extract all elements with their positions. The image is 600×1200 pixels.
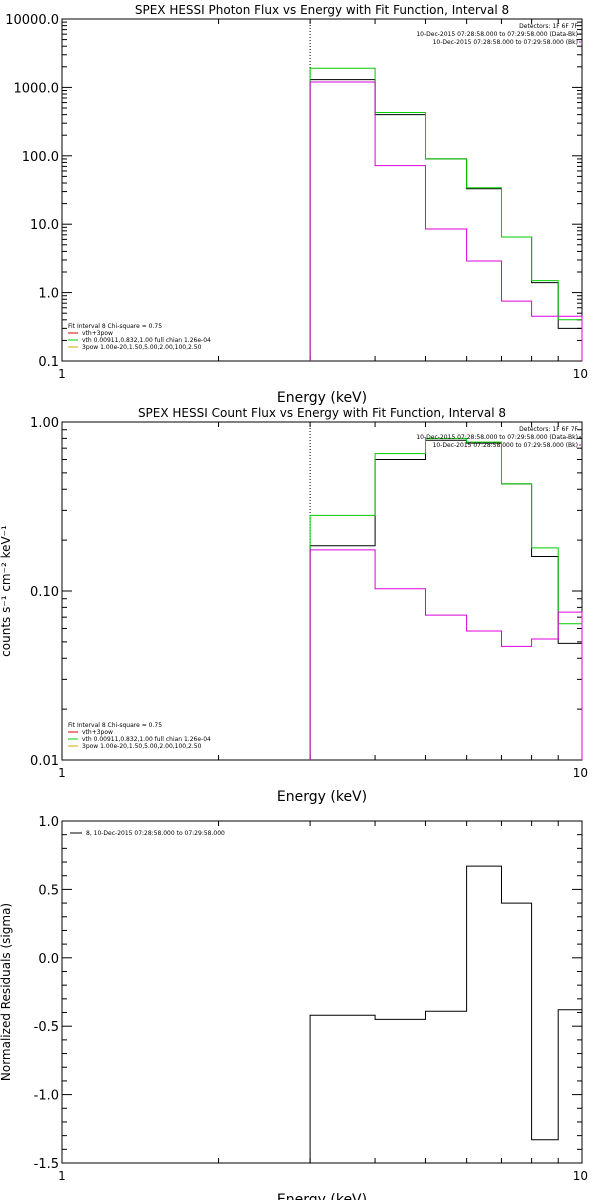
x-tick-label: 1 <box>58 367 66 381</box>
plot-frame <box>61 820 583 1164</box>
x-tick-label: 10 <box>573 367 588 381</box>
chart-3: 1 10 Energy (keV) -1.5 -1.0 -0.5 0.0 0.5 1.0 Norm… <box>0 815 588 1200</box>
info-line: 10-Dec-2015 07:28:58.000 to 07:29:58.000… <box>433 442 578 449</box>
chart-title: SPEX HESSI Photon Flux vs Energy with Fi… <box>135 3 509 17</box>
series-3-line <box>309 549 583 760</box>
y-tick-label: -0.5 <box>34 1020 59 1035</box>
x-tick-label: 1 <box>58 1169 66 1183</box>
legend-entry: 3pow 1.00e-20,1.50,5.00,2.00,100,2.50 <box>82 743 202 750</box>
y-tick-label: 10000.0 <box>5 13 59 28</box>
series-1-line <box>309 79 583 361</box>
y-axis-label: Normalized Residuals (sigma) <box>0 903 13 1081</box>
chart-title: SPEX HESSI Count Flux vs Energy with Fit… <box>138 406 506 420</box>
x-axis-label: Energy (keV) <box>277 1192 367 1200</box>
series-1-line <box>309 865 583 1163</box>
y-tick-label: 1.00 <box>30 416 59 431</box>
y-tick-label: 0.0 <box>38 952 59 967</box>
y-tick-label: 0.1 <box>38 355 59 370</box>
y-tick-label: -1.5 <box>34 1157 59 1172</box>
x-axis-label: Energy (keV) <box>277 789 367 805</box>
y-tick-label: 1.0 <box>38 815 59 830</box>
y-tick-label: 10.0 <box>30 218 59 233</box>
legend-entry: 8, 10-Dec-2015 07:28:58.000 to 07:29:58.… <box>86 830 225 837</box>
y-tick-label: 1000.0 <box>14 81 60 96</box>
series-3-line <box>309 81 583 361</box>
plot-frame <box>61 18 583 362</box>
x-tick-label: 10 <box>573 766 588 780</box>
series-1-line <box>309 439 583 760</box>
info-line: 10-Dec-2015 07:28:58.000 to 07:29:58.000… <box>416 434 578 441</box>
info-line: Detectors: 1F 6F 7F <box>519 426 578 433</box>
legend-entry: vth 0.00911,0.832,1.00 full chian 1.26e-… <box>82 337 211 344</box>
y-tick-label: -1.0 <box>34 1089 59 1104</box>
legend-entry: 3pow 1.00e-20,1.50,5.00,2.00,100,2.50 <box>82 344 202 351</box>
x-tick-label: 10 <box>573 1169 588 1183</box>
legend-entry: vth+3pow <box>82 729 113 736</box>
series-2-line <box>309 437 583 760</box>
y-tick-label: 0.01 <box>30 754 59 769</box>
plot-frame <box>61 421 583 761</box>
legend-entry: Fit Interval 8 Chi-square = 0.75 <box>68 722 162 729</box>
chart-1: SPEX HESSI Photon Flux vs Energy with Fi… <box>5 3 588 406</box>
y-tick-label: 100.0 <box>22 150 59 165</box>
info-line: Detectors: 1F 6F 7F <box>519 23 578 30</box>
legend-entry: vth+3pow <box>82 330 113 337</box>
legend-entry: Fit Interval 8 Chi-square = 0.75 <box>68 323 162 330</box>
y-tick-label: 1.0 <box>38 287 59 302</box>
y-tick-label: 0.5 <box>38 883 59 898</box>
info-line: 10-Dec-2015 07:28:58.000 to 07:29:58.000… <box>416 31 578 38</box>
chart-2: SPEX HESSI Count Flux vs Energy with Fit… <box>0 406 588 805</box>
x-tick-label: 1 <box>58 766 66 780</box>
y-axis-label: counts s⁻¹ cm⁻² keV⁻¹ <box>0 525 13 657</box>
y-tick-label: 0.10 <box>30 585 59 600</box>
series-2-line <box>309 67 583 361</box>
x-axis-label: Energy (keV) <box>277 390 367 406</box>
legend-entry: vth 0.00911,0.832,1.00 full chian 1.26e-… <box>82 736 211 743</box>
info-line: 10-Dec-2015 07:28:58.000 to 07:29:58.000… <box>433 39 578 46</box>
